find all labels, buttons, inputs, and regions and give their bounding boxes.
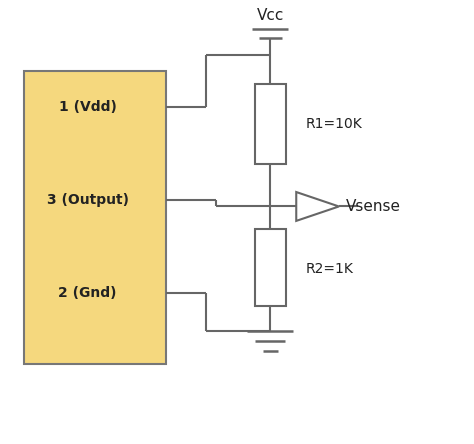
Text: R1=10K: R1=10K bbox=[306, 117, 363, 131]
Bar bbox=[24, 71, 166, 364]
Text: 2 (Gnd): 2 (Gnd) bbox=[58, 286, 117, 300]
Text: Vcc: Vcc bbox=[256, 8, 284, 23]
Text: 1 (Vdd): 1 (Vdd) bbox=[59, 99, 117, 114]
Text: Vsense: Vsense bbox=[346, 199, 401, 214]
Polygon shape bbox=[296, 192, 339, 221]
Bar bbox=[255, 229, 285, 306]
Bar bbox=[255, 84, 285, 164]
Text: 3 (Output): 3 (Output) bbox=[47, 193, 128, 207]
Text: R2=1K: R2=1K bbox=[306, 262, 354, 276]
